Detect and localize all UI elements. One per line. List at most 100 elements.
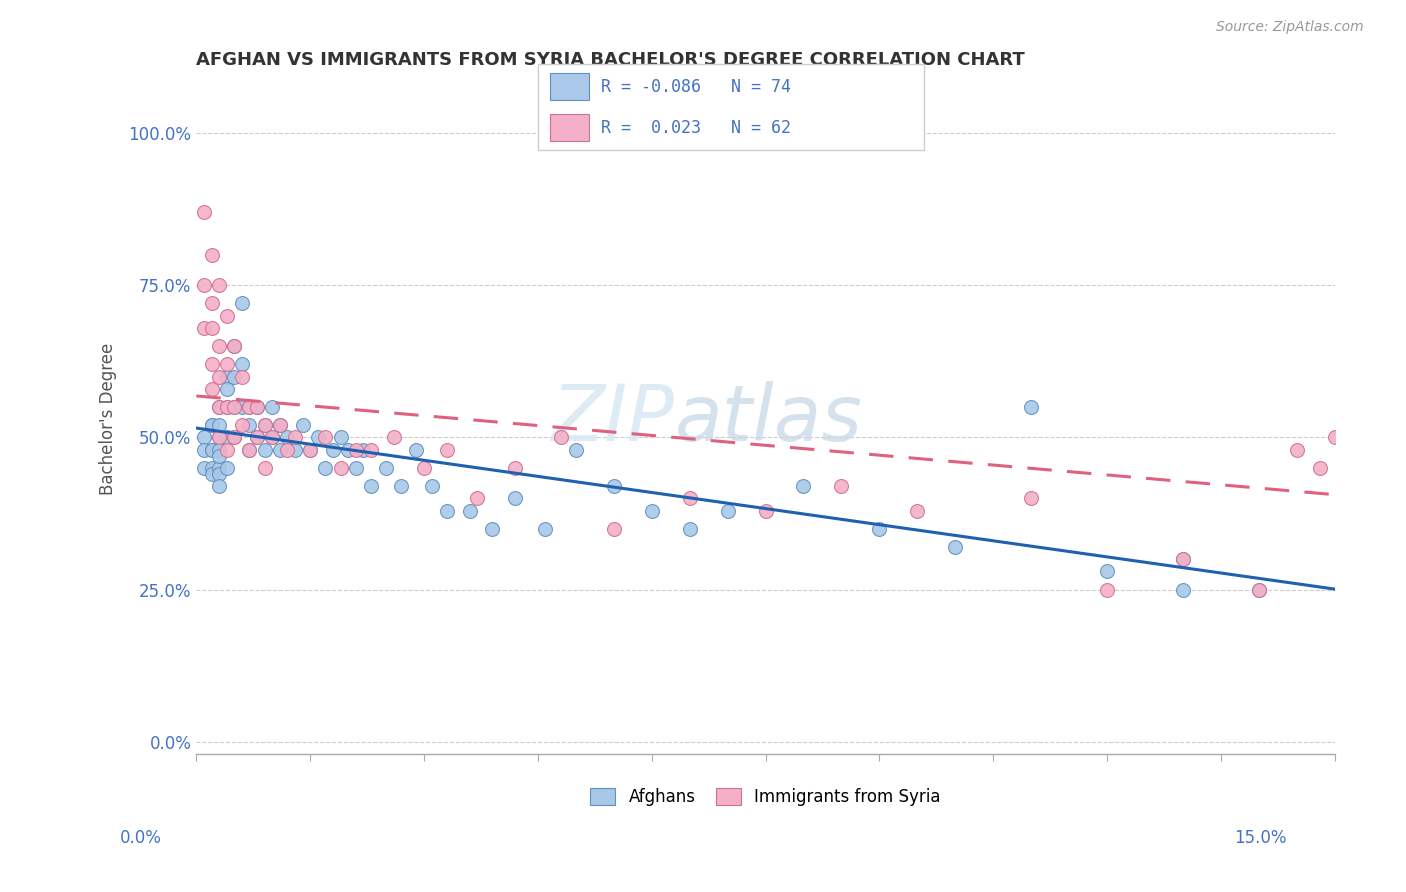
Point: [224, 369, 246, 384]
Point: [215, 461, 238, 475]
Point: [224, 339, 246, 353]
FancyBboxPatch shape: [538, 64, 924, 150]
Point: [238, 400, 260, 414]
Point: [1385, 461, 1406, 475]
Point: [224, 400, 246, 414]
Point: [253, 418, 276, 433]
Point: [238, 400, 260, 414]
Point: [534, 522, 557, 536]
Point: [215, 400, 238, 414]
Point: [716, 503, 738, 517]
Point: [1399, 430, 1406, 444]
Point: [458, 503, 481, 517]
Point: [200, 418, 222, 433]
Point: [208, 430, 231, 444]
Point: [208, 369, 231, 384]
Point: [200, 461, 222, 475]
Point: [603, 522, 626, 536]
Point: [1171, 552, 1194, 566]
Point: [231, 357, 253, 371]
Point: [679, 522, 702, 536]
Point: [231, 369, 253, 384]
Point: [503, 461, 526, 475]
Text: R =  0.023   N = 62: R = 0.023 N = 62: [602, 119, 792, 136]
Point: [792, 479, 814, 493]
Point: [1171, 582, 1194, 597]
Point: [503, 491, 526, 506]
Point: [322, 442, 344, 457]
Point: [208, 442, 231, 457]
Text: R = -0.086   N = 74: R = -0.086 N = 74: [602, 78, 792, 95]
Point: [276, 430, 298, 444]
Point: [200, 357, 222, 371]
Point: [329, 461, 352, 475]
Point: [337, 442, 360, 457]
Point: [253, 461, 276, 475]
Point: [215, 357, 238, 371]
Point: [208, 430, 231, 444]
Point: [215, 400, 238, 414]
Point: [215, 309, 238, 323]
Point: [238, 442, 260, 457]
Point: [405, 442, 427, 457]
Point: [389, 479, 412, 493]
Point: [1095, 565, 1118, 579]
Point: [269, 418, 291, 433]
Point: [215, 430, 238, 444]
Point: [943, 540, 966, 554]
Point: [375, 461, 398, 475]
Point: [224, 339, 246, 353]
Point: [314, 430, 336, 444]
Point: [262, 430, 284, 444]
Point: [224, 430, 246, 444]
Point: [231, 418, 253, 433]
Point: [193, 205, 215, 219]
Point: [215, 369, 238, 384]
Point: [224, 400, 246, 414]
Point: [382, 430, 405, 444]
Text: ZIP: ZIP: [551, 381, 675, 458]
Point: [641, 503, 664, 517]
Point: [200, 296, 222, 310]
Point: [420, 479, 443, 493]
Point: [200, 382, 222, 396]
Point: [193, 430, 215, 444]
Point: [208, 278, 231, 293]
Point: [193, 320, 215, 334]
Point: [231, 400, 253, 414]
Text: atlas: atlas: [675, 381, 862, 458]
Point: [565, 442, 588, 457]
Point: [1171, 552, 1194, 566]
Point: [253, 442, 276, 457]
Point: [200, 467, 222, 481]
Point: [465, 491, 488, 506]
Point: [1019, 491, 1042, 506]
Point: [905, 503, 928, 517]
Point: [344, 461, 367, 475]
Point: [208, 400, 231, 414]
Point: [224, 430, 246, 444]
Point: [1361, 442, 1384, 457]
Point: [299, 442, 322, 457]
Point: [193, 278, 215, 293]
Point: [208, 449, 231, 463]
Point: [360, 479, 382, 493]
Point: [215, 442, 238, 457]
Point: [481, 522, 503, 536]
Point: [208, 467, 231, 481]
Point: [262, 400, 284, 414]
Text: AFGHAN VS IMMIGRANTS FROM SYRIA BACHELOR'S DEGREE CORRELATION CHART: AFGHAN VS IMMIGRANTS FROM SYRIA BACHELOR…: [197, 51, 1025, 69]
Point: [830, 479, 852, 493]
Point: [1019, 400, 1042, 414]
Point: [215, 382, 238, 396]
Point: [291, 418, 314, 433]
Point: [436, 442, 458, 457]
Point: [193, 461, 215, 475]
Point: [269, 418, 291, 433]
Point: [208, 479, 231, 493]
Point: [413, 461, 436, 475]
Point: [246, 400, 269, 414]
Point: [1095, 582, 1118, 597]
Point: [208, 339, 231, 353]
Point: [238, 418, 260, 433]
